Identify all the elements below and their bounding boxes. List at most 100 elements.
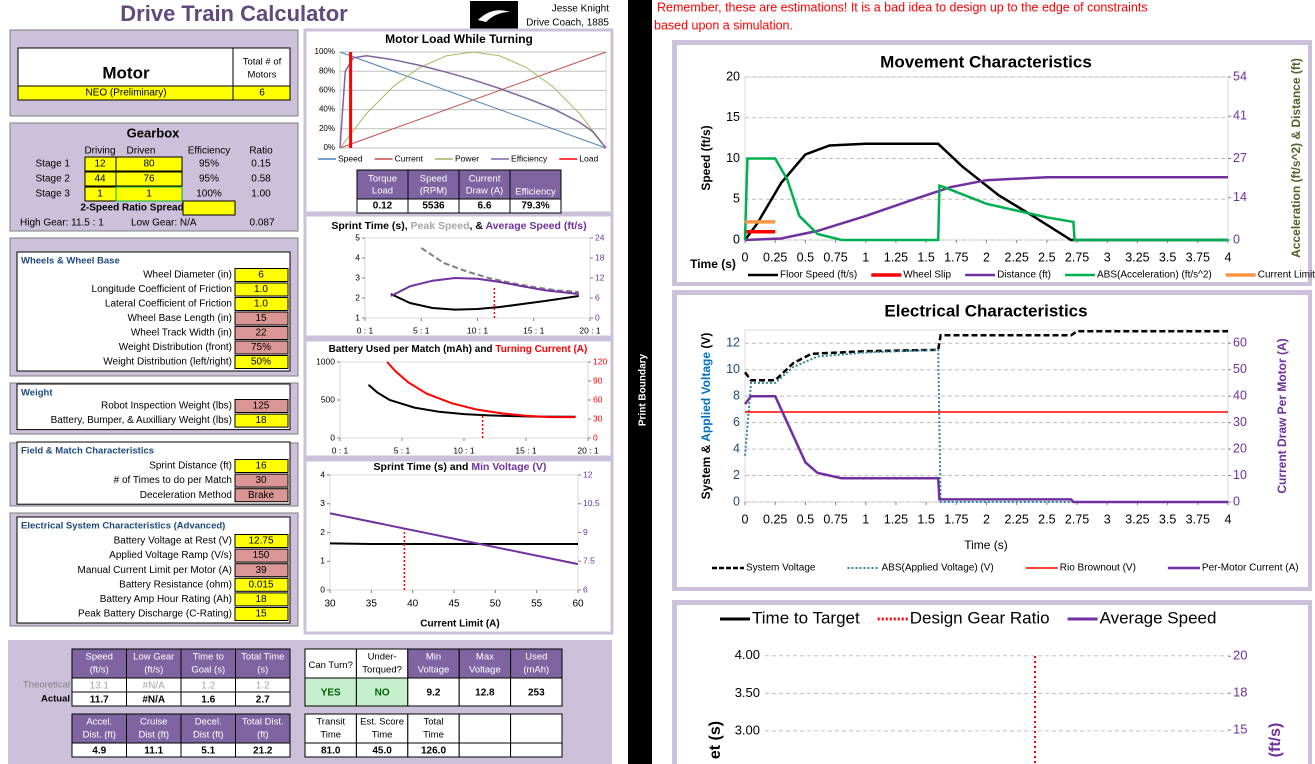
value: 12 [94, 159, 106, 170]
motor-name: NEO (Preliminary) [85, 88, 166, 99]
input-cell [234, 297, 289, 311]
header-cell [509, 169, 562, 200]
author: Jesse Knight [552, 4, 609, 15]
x-tick-label: 0.75 [823, 250, 847, 264]
y-tick-label: 5 [733, 192, 740, 206]
column-header: Under- [368, 652, 397, 663]
y-tick-label: 4.00 [735, 647, 760, 662]
x-axis-label: Current Limit (A) [420, 619, 499, 630]
y2-tick-label: 20 [1233, 648, 1247, 663]
column-header: Draw (A) [466, 186, 503, 197]
legend-label: Wheel Slip [903, 270, 951, 281]
y-tick-label: 3.50 [735, 685, 760, 700]
header-cell [510, 648, 563, 679]
y2-tick-label: 120 [593, 356, 607, 366]
y2-tick-label: 30 [1233, 415, 1247, 429]
y-axis-label: System & Applied Voltage (V) [699, 333, 713, 500]
value-cell [355, 677, 409, 707]
empty-cell [458, 742, 512, 758]
x-tick-label: 1.75 [944, 512, 968, 526]
x-tick-label: 10 : 1 [467, 325, 489, 335]
input-cell [234, 413, 289, 428]
field-label: Sprint Distance (ft) [149, 461, 232, 472]
legend-label: ABS(Acceleration) (ft/s^2) [1097, 270, 1212, 281]
x-tick-label: 1.25 [884, 512, 908, 526]
column-header: (RPM) [420, 186, 447, 197]
y2-tick-label: 41 [1233, 109, 1247, 123]
print-boundary-bar [628, 0, 652, 764]
page-title: Drive Train Calculator [120, 1, 348, 26]
legend-label: Speed [338, 153, 363, 163]
y2-tick-label: 27 [1233, 151, 1247, 165]
field-value: 6 [258, 270, 264, 281]
series-line [744, 175, 1228, 242]
header-cell [304, 713, 357, 744]
label-part: Battery Used per Match (mAh) and [329, 344, 496, 355]
y2-tick-label: 60 [1233, 336, 1247, 350]
x-tick-label: 55 [531, 599, 543, 610]
value: 81.0 [321, 746, 341, 757]
x-tick-label: 1 [862, 512, 869, 526]
field-value: 16 [255, 461, 267, 472]
input-cell [234, 577, 289, 592]
field-label: Battery Amp Hour Rating (Ah) [100, 594, 232, 605]
legend-label: Power [455, 153, 479, 163]
y-tick-label: 4 [733, 441, 740, 455]
value: 11.1 [144, 746, 163, 757]
x-tick-label: 2.75 [1065, 512, 1089, 526]
x-tick-label: 3.75 [1186, 250, 1210, 264]
value: 1.6 [201, 695, 215, 706]
value-cell [458, 677, 512, 707]
value: 95% [199, 174, 219, 185]
value: 12.8 [475, 688, 495, 699]
x-tick-label: 1 [862, 250, 869, 264]
y-tick-label: 12 [726, 336, 740, 350]
y-tick-label: 3.00 [735, 722, 760, 737]
y2-tick-label: 54 [1233, 69, 1247, 83]
column-header: Total Dist. [242, 717, 284, 728]
x-tick-label: 4 [1225, 512, 1232, 526]
y-tick-label: 5 [355, 232, 360, 242]
value: 95% [199, 159, 219, 170]
legend-label: Current Limit [1258, 270, 1315, 281]
legend-label: System Voltage [746, 563, 816, 574]
label-part: (V) [699, 333, 713, 352]
column-header: Dist (ft) [193, 730, 224, 741]
column-header: Efficiency [188, 146, 231, 157]
row-label: Theoretical [23, 680, 70, 691]
chart-title: Motor Load While Turning [385, 32, 533, 46]
chart-title: Electrical Characteristics [884, 301, 1087, 320]
y-tick-label: 6 [733, 415, 740, 429]
value: 44 [94, 174, 106, 185]
y-tick-label: 4 [320, 469, 325, 479]
field-label: Robot Inspection Weight (lbs) [101, 401, 232, 412]
y-tick-label: 100% [315, 47, 335, 56]
series-line [743, 142, 1228, 242]
section-title: Wheels & Wheel Base [21, 256, 120, 267]
value: 253 [528, 688, 545, 699]
column-header: (mAh) [523, 665, 549, 676]
y2-tick-label: 50 [1233, 362, 1247, 376]
column-header: Total # of [243, 57, 282, 68]
y-tick-label: 2 [355, 292, 360, 302]
series-line [744, 394, 1228, 504]
column-header: Decel. [195, 717, 222, 728]
value: 5.1 [201, 746, 215, 757]
y-tick-label: 20 [726, 69, 740, 83]
value: YES [321, 688, 341, 699]
field-value: Brake [248, 490, 275, 501]
column-header: Driven [127, 146, 156, 157]
print-boundary: Print Boundary [638, 353, 649, 426]
section-title: Weight [21, 388, 53, 399]
input-cell [234, 326, 289, 340]
x-tick-label: 3 [1104, 512, 1111, 526]
x-axis-label: Time (s) [964, 538, 1008, 552]
column-header: Time [423, 730, 444, 741]
x-tick-label: 35 [366, 599, 378, 610]
x-tick-label: 5 : 1 [413, 325, 430, 335]
field-label: Peak Battery Discharge (C-Rating) [78, 609, 232, 620]
x-tick-label: 2.25 [1005, 250, 1029, 264]
y2-axis-label: Acceleration (ft/s^2) & Distance (ft) [1289, 58, 1303, 258]
